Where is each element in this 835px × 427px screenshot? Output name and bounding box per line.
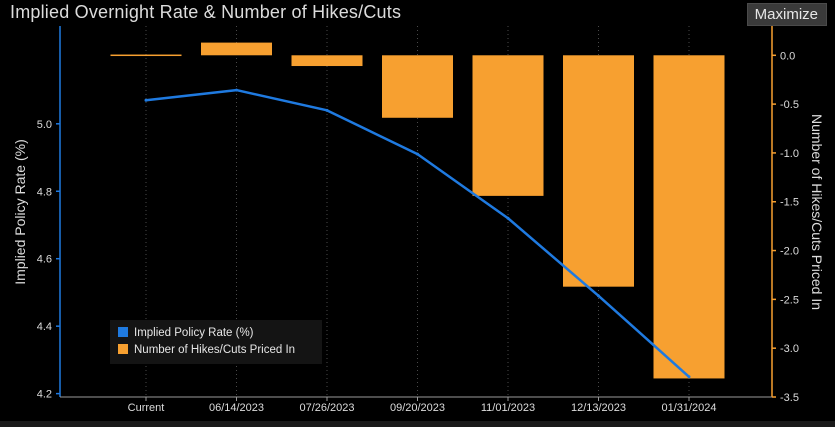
right-tick-label: -3.5 xyxy=(780,392,799,404)
x-tick-label: 09/20/2023 xyxy=(390,402,445,414)
x-tick-label: 07/26/2023 xyxy=(299,402,354,414)
bottom-strip xyxy=(0,421,835,427)
rate-point xyxy=(325,108,329,112)
right-axis-ticks: 0.0 -0.5 -1.0 -1.5 -2.0 -2.5 -3.0 -3.5 xyxy=(772,50,799,404)
legend-item-hikes: Number of Hikes/Cuts Priced In xyxy=(134,344,295,356)
right-tick-label: -0.5 xyxy=(780,99,799,111)
left-tick-label: 4.4 xyxy=(37,321,52,333)
left-tick-label: 4.8 xyxy=(37,186,52,198)
legend-swatch-line xyxy=(118,327,128,337)
x-tick-label: Current xyxy=(128,402,165,414)
rate-point xyxy=(687,375,691,379)
left-axis-label: Implied Policy Rate (%) xyxy=(12,139,28,285)
right-tick-label: -2.5 xyxy=(780,294,799,306)
bar xyxy=(382,55,453,118)
legend: Implied Policy Rate (%) Number of Hikes/… xyxy=(110,320,322,364)
bar xyxy=(291,55,363,67)
bar xyxy=(563,55,634,287)
bar-series xyxy=(110,42,725,379)
rate-point xyxy=(597,294,600,298)
right-axis-label: Number of Hikes/Cuts Priced In xyxy=(809,114,825,310)
axes xyxy=(59,26,773,398)
left-tick-label: 5.0 xyxy=(37,119,52,131)
x-tick-label: 06/14/2023 xyxy=(209,402,264,414)
left-tick-label: 4.2 xyxy=(37,389,52,401)
rate-point xyxy=(416,152,419,156)
right-tick-label: -1.5 xyxy=(780,197,799,209)
rate-point xyxy=(506,216,510,220)
right-tick-label: 0.0 xyxy=(780,50,795,62)
x-tick-label: 11/01/2023 xyxy=(481,402,535,414)
right-tick-label: -1.0 xyxy=(780,148,799,160)
legend-box xyxy=(110,320,322,364)
x-axis-ticks: Current 06/14/2023 07/26/2023 09/20/2023 11/… xyxy=(128,397,717,414)
legend-swatch-bar xyxy=(118,344,128,354)
rate-point xyxy=(235,88,238,92)
chart-title: Implied Overnight Rate & Number of Hikes… xyxy=(10,2,402,22)
maximize-button[interactable]: Maximize xyxy=(746,3,827,26)
bar xyxy=(653,55,725,379)
rate-point xyxy=(144,98,148,102)
bar xyxy=(201,42,272,56)
line-series xyxy=(144,88,691,379)
x-tick-label: 12/13/2023 xyxy=(571,402,626,414)
legend-item-rate: Implied Policy Rate (%) xyxy=(134,327,254,339)
right-tick-label: -2.0 xyxy=(780,246,799,258)
x-tick-label: 01/31/2024 xyxy=(661,402,716,414)
bar xyxy=(110,54,182,57)
bar xyxy=(472,55,544,196)
left-tick-label: 4.6 xyxy=(37,254,52,266)
right-tick-label: -3.0 xyxy=(780,343,799,355)
left-axis-ticks: 4.2 4.4 4.6 4.8 5.0 xyxy=(37,119,60,401)
